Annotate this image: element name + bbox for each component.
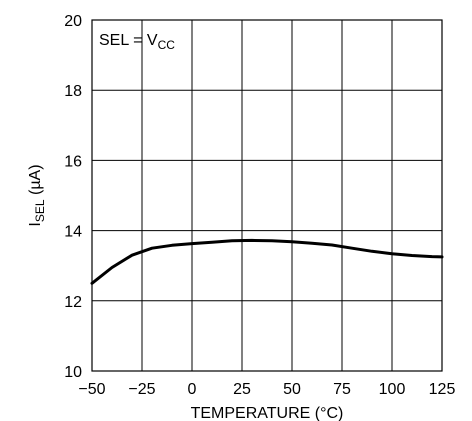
y-axis-label-unit: (µA): [27, 164, 44, 199]
y-tick-label: 12: [64, 294, 82, 311]
y-tick-label: 10: [64, 364, 82, 381]
x-tick-label: 75: [333, 381, 351, 398]
y-axis-label-main: I: [27, 222, 44, 226]
annotation-main: SEL = V: [99, 32, 158, 49]
x-tick-label: 0: [188, 381, 197, 398]
x-tick-label: 25: [233, 381, 251, 398]
y-axis-label-sub: SEL: [33, 199, 47, 222]
annotation-sub: CC: [158, 38, 176, 52]
y-tick-label: 16: [64, 153, 82, 170]
y-tick-label: 20: [64, 13, 82, 30]
series-line-isel: [90, 238, 444, 285]
plot-frame: [91, 19, 443, 372]
annotation-sel-vcc: SEL = VCC: [99, 32, 175, 52]
x-tick-label: 100: [379, 381, 406, 398]
y-tick-label: 14: [64, 224, 82, 241]
x-tick-labels: −50 −25 0 25 50 75 100 125: [78, 381, 455, 398]
x-tick-label: 50: [283, 381, 301, 398]
y-tick-labels: 10 12 14 16 18 20: [64, 13, 82, 381]
x-tick-label: −25: [128, 381, 155, 398]
x-tick-label: −50: [78, 381, 105, 398]
y-axis-label: ISEL (µA): [27, 164, 47, 226]
x-tick-label: 125: [429, 381, 456, 398]
y-tick-label: 18: [64, 83, 82, 100]
grid: [91, 19, 443, 372]
x-axis-label: TEMPERATURE (°C): [191, 405, 344, 421]
